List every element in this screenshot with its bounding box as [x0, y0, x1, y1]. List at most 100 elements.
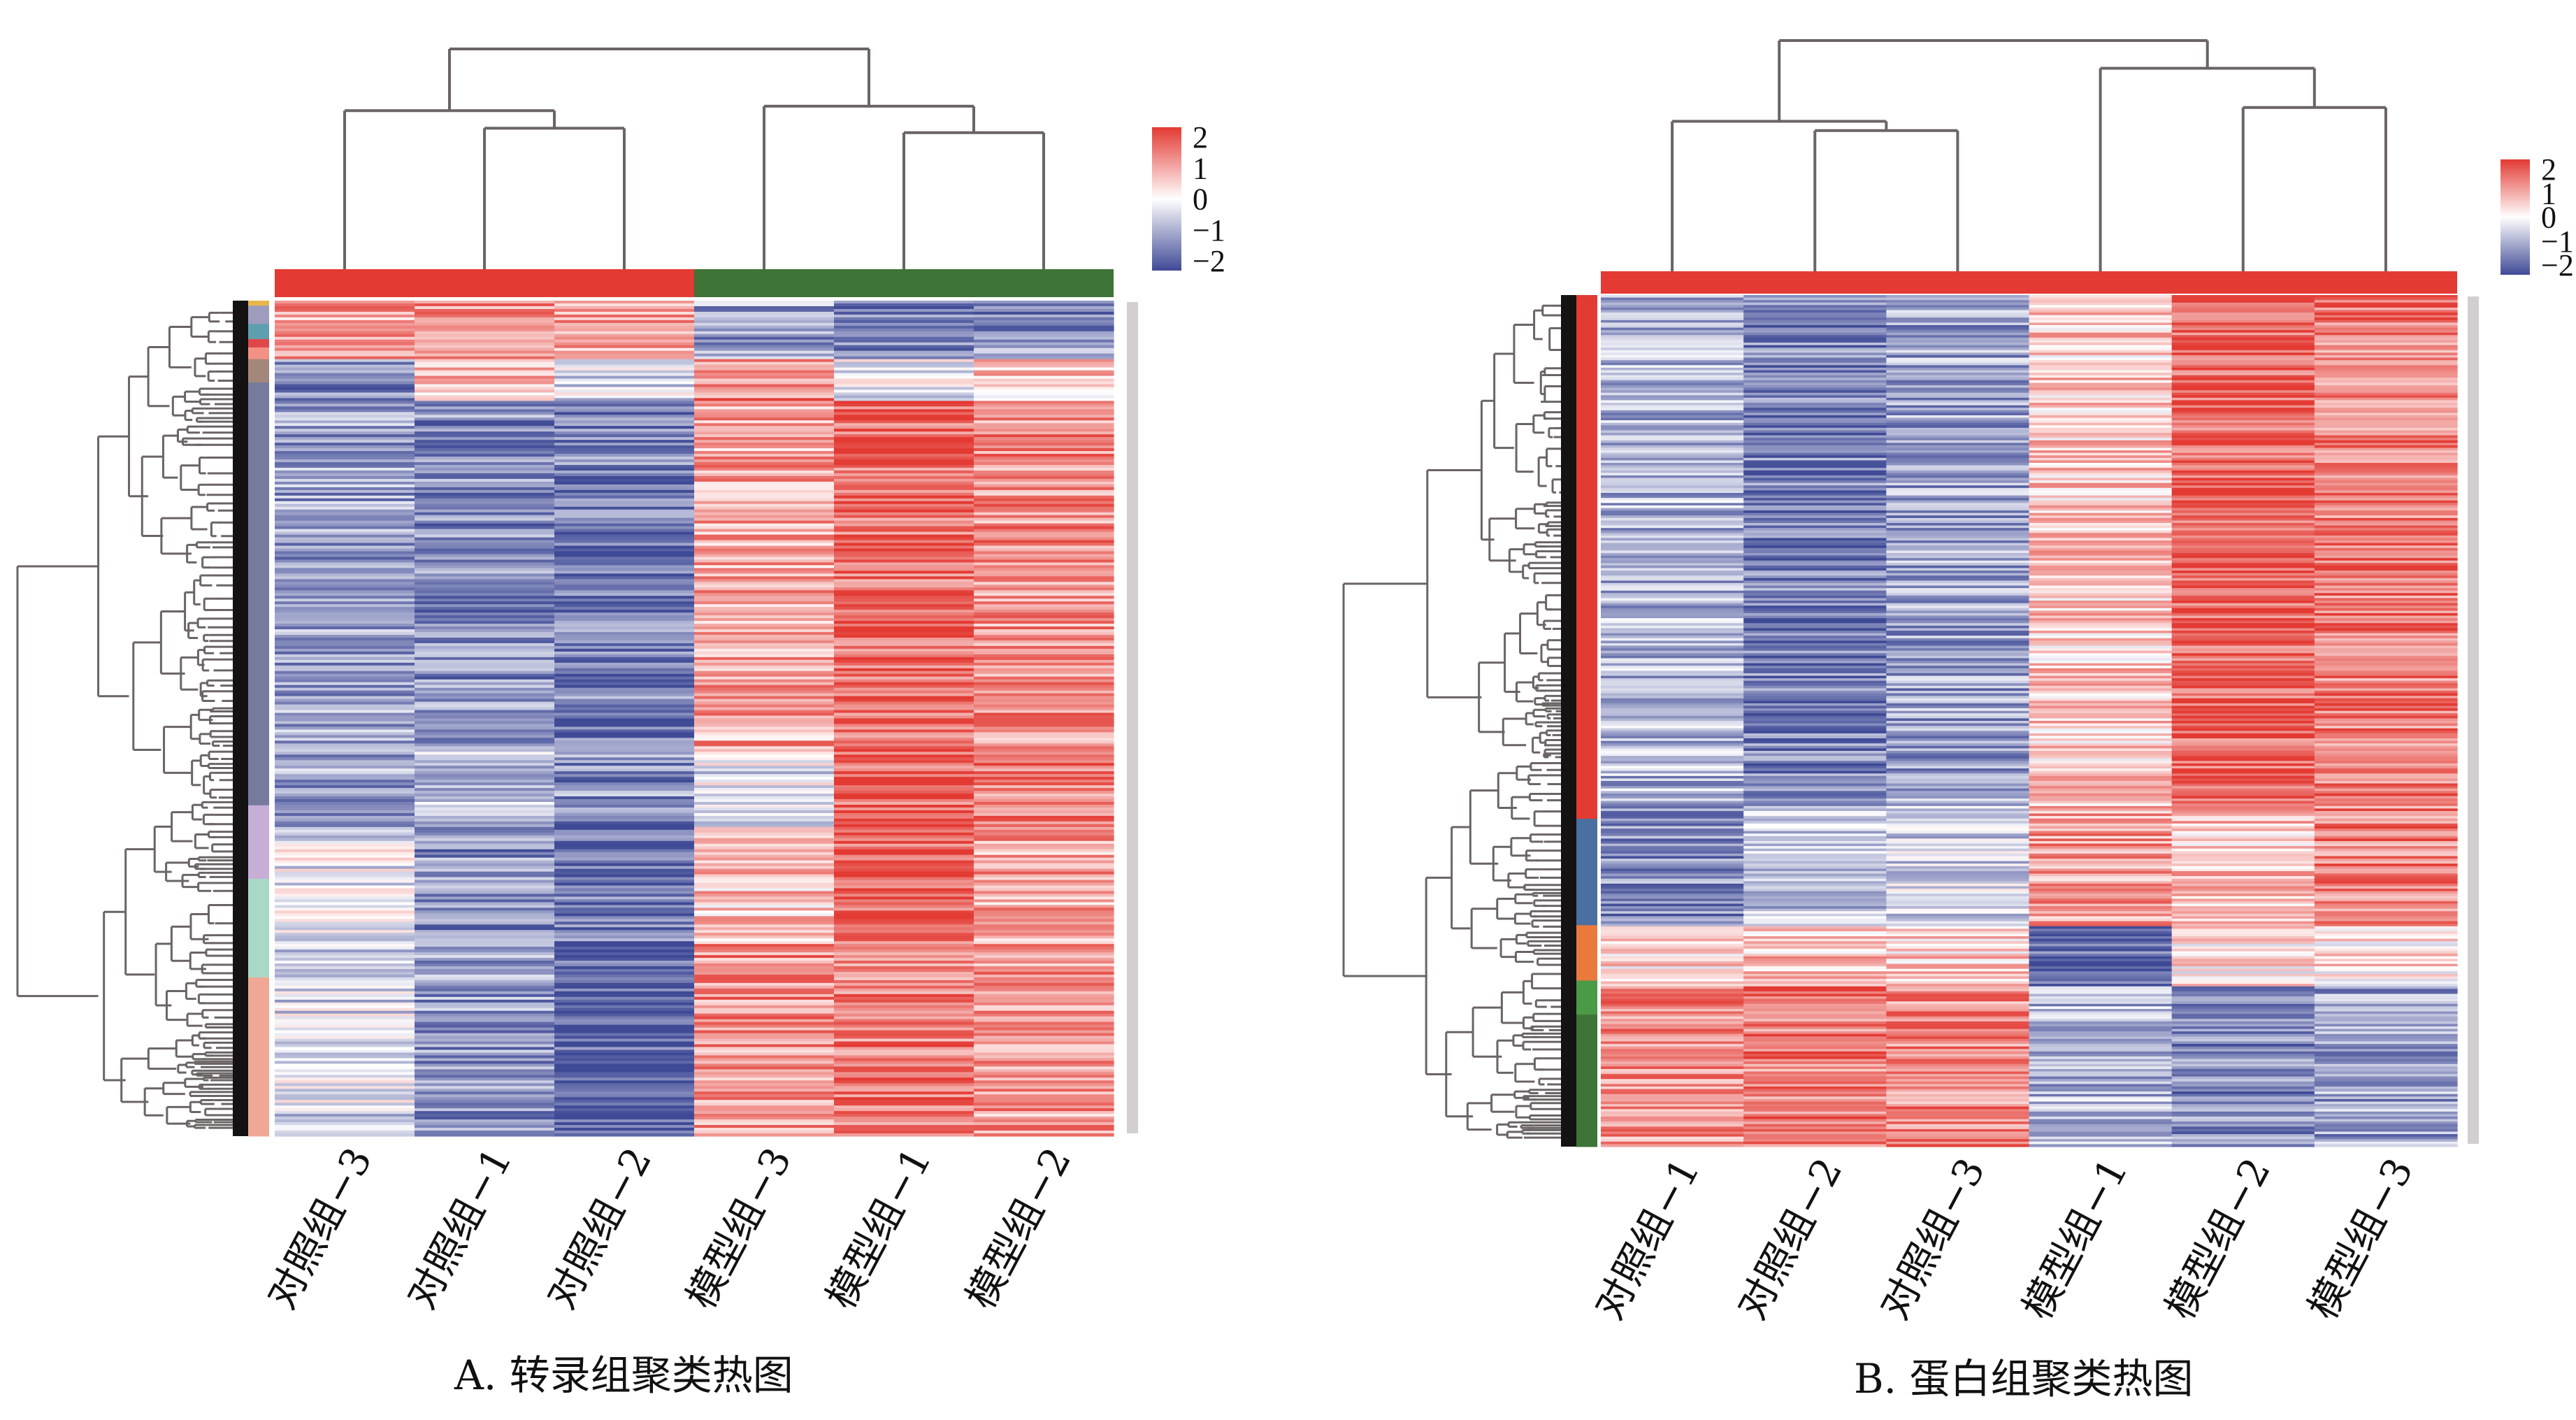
heatmap-cell: [1886, 831, 2030, 834]
heatmap-cell: [1886, 894, 2030, 897]
heatmap-cell: [1743, 1128, 1887, 1133]
heatmap-cell: [554, 866, 695, 870]
heatmap-cell: [2029, 846, 2173, 849]
heatmap-cell: [554, 554, 695, 558]
heatmap-cell: [275, 902, 415, 905]
heatmap-cell: [2314, 440, 2458, 443]
heatmap-cell: [415, 545, 555, 550]
heatmap-cell: [1886, 1134, 2030, 1138]
legend-tick-label: −1: [2541, 224, 2574, 259]
heatmap-cell: [2029, 989, 2173, 992]
heatmap-cell: [2171, 1141, 2315, 1145]
heatmap-cell: [694, 604, 835, 608]
heatmap-cell: [275, 1117, 415, 1120]
heatmap-cell: [415, 624, 555, 627]
heatmap-cell: [2029, 603, 2173, 606]
heatmap-cell: [275, 982, 415, 987]
heatmap-cell: [834, 735, 974, 738]
heatmap-cell: [1601, 550, 1744, 554]
heatmap-cell: [694, 724, 835, 728]
heatmap-cell: [2314, 367, 2458, 371]
heatmap-cell: [2171, 778, 2315, 782]
heatmap-cell: [554, 852, 695, 856]
heatmap-cell: [1886, 440, 2030, 443]
heatmap-cell: [2029, 1134, 2173, 1138]
heatmap-cell: [415, 498, 555, 502]
heatmap-cell: [834, 470, 974, 474]
heatmap-cell: [834, 392, 974, 396]
heatmap-cell: [1886, 701, 2030, 704]
heatmap-cell: [2171, 678, 2315, 682]
heatmap-cell: [834, 395, 974, 399]
heatmap-cell: [415, 512, 555, 516]
heatmap-cell: [834, 704, 974, 708]
heatmap-cell: [554, 1086, 695, 1089]
heatmap-cell: [275, 1131, 415, 1134]
heatmap-cell: [1601, 653, 1744, 657]
heatmap-cell: [554, 484, 695, 488]
heatmap-cell: [694, 746, 835, 750]
heatmap-cell: [2314, 528, 2458, 531]
heatmap-cell: [694, 994, 835, 998]
heatmap-cell: [974, 1005, 1114, 1009]
heatmap-cell: [694, 1131, 835, 1134]
heatmap-cell: [974, 1047, 1114, 1051]
heatmap-cell: [2029, 848, 2173, 852]
heatmap-cell: [1886, 698, 2030, 701]
heatmap-cell: [1601, 560, 1744, 564]
heatmap-cell: [554, 582, 695, 585]
heatmap-cell: [554, 328, 695, 332]
heatmap-cell: [1886, 620, 2030, 624]
heatmap-cell: [834, 924, 974, 928]
heatmap-cell: [834, 1013, 974, 1017]
heatmap-cell: [1743, 1126, 1887, 1130]
heatmap-cell: [1743, 701, 1887, 704]
heatmap-cell: [694, 777, 835, 780]
heatmap-cell: [834, 384, 974, 388]
heatmap-cell: [1601, 1014, 1744, 1017]
heatmap-cell: [415, 465, 555, 468]
heatmap-cell: [2029, 305, 2173, 308]
heatmap-cell: [554, 818, 695, 822]
heatmap-cell: [2029, 482, 2173, 486]
heatmap-cell: [974, 896, 1114, 901]
heatmap-cell: [694, 412, 835, 415]
heatmap-cell: [974, 838, 1114, 842]
heatmap-cell: [415, 824, 555, 828]
heatmap-cell: [415, 807, 555, 811]
heatmap-cell: [1886, 645, 2030, 649]
heatmap-cell: [275, 526, 415, 530]
heatmap-cell: [275, 743, 415, 747]
heatmap-cell: [2171, 938, 2315, 942]
heatmap-cell: [1743, 851, 1887, 854]
heatmap-cell: [2029, 951, 2173, 954]
side-bar: [2468, 296, 2479, 1144]
heatmap-cell: [415, 612, 555, 616]
heatmap-cell: [694, 526, 835, 530]
heatmap-cell: [275, 812, 415, 817]
heatmap-cell: [415, 395, 555, 399]
heatmap-cell: [1743, 1098, 1887, 1103]
heatmap-cell: [2314, 976, 2458, 980]
heatmap-cell: [1601, 866, 1744, 869]
heatmap-cell: [694, 314, 835, 318]
heatmap-cell: [1601, 801, 1744, 804]
heatmap-cell: [1601, 354, 1744, 359]
heatmap-cell: [694, 651, 835, 655]
heatmap-cell: [275, 423, 415, 426]
heatmap-cell: [554, 740, 695, 744]
heatmap-cell: [974, 1035, 1114, 1040]
heatmap-cell: [694, 1100, 835, 1103]
heatmap-cell: [1601, 470, 1744, 473]
heatmap-cell: [554, 317, 695, 321]
heatmap-cell: [2314, 986, 2458, 989]
heatmap-cell: [1601, 901, 1744, 905]
heatmap-cell: [415, 540, 555, 544]
heatmap-cell: [1886, 324, 2030, 329]
heatmap-cell: [2171, 889, 2315, 892]
heatmap-cell: [275, 860, 415, 864]
heatmap-cell: [1601, 766, 1744, 769]
heatmap-cell: [2171, 848, 2315, 852]
heatmap-cell: [1886, 595, 2030, 599]
heatmap-cell: [2029, 655, 2173, 659]
